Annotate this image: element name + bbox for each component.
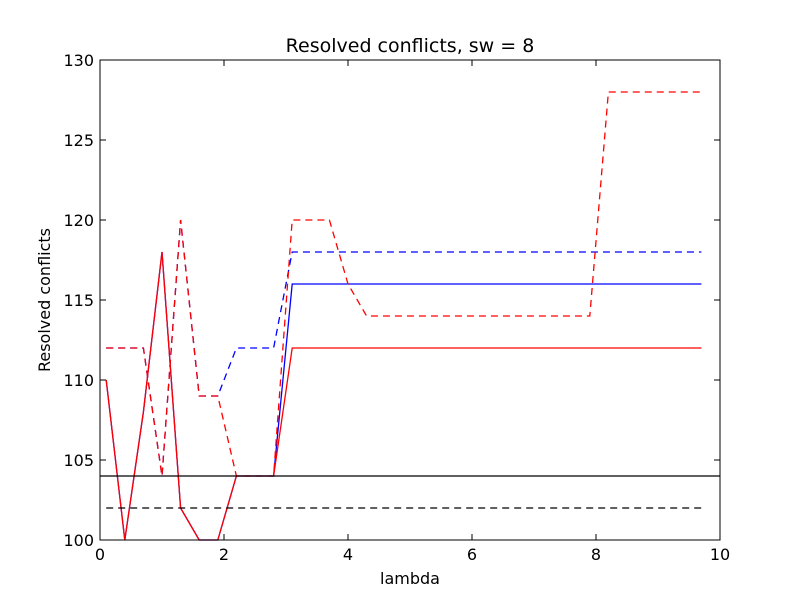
x-tick-label: 8 (591, 545, 601, 564)
y-tick-label: 130 (63, 51, 94, 70)
x-tick-label: 10 (710, 545, 730, 564)
x-axis-label: lambda (380, 569, 440, 588)
y-tick-label: 110 (63, 371, 94, 390)
plot-frame (99, 59, 721, 541)
x-tick-label: 0 (95, 545, 105, 564)
y-axis-label: Resolved conflicts (35, 228, 54, 372)
y-tick-label: 105 (63, 451, 94, 470)
x-tick-label: 6 (467, 545, 477, 564)
x-tick-label: 2 (219, 545, 229, 564)
series-line-red-dashed (106, 91, 702, 477)
y-tick-label: 120 (63, 211, 94, 230)
series-layer (100, 91, 720, 541)
y-tick-label: 100 (63, 531, 94, 550)
tick-layer: 0 2 4 6 8 10 100 105 110 115 120 125 130 (63, 51, 730, 564)
x-tick-label: 4 (343, 545, 353, 564)
series-line-red-solid (105, 251, 702, 541)
series-line-blue-solid (105, 251, 702, 541)
y-tick-label: 115 (63, 291, 94, 310)
chart-title: Resolved conflicts, sw = 8 (286, 35, 535, 57)
y-tick-label: 125 (63, 131, 94, 150)
